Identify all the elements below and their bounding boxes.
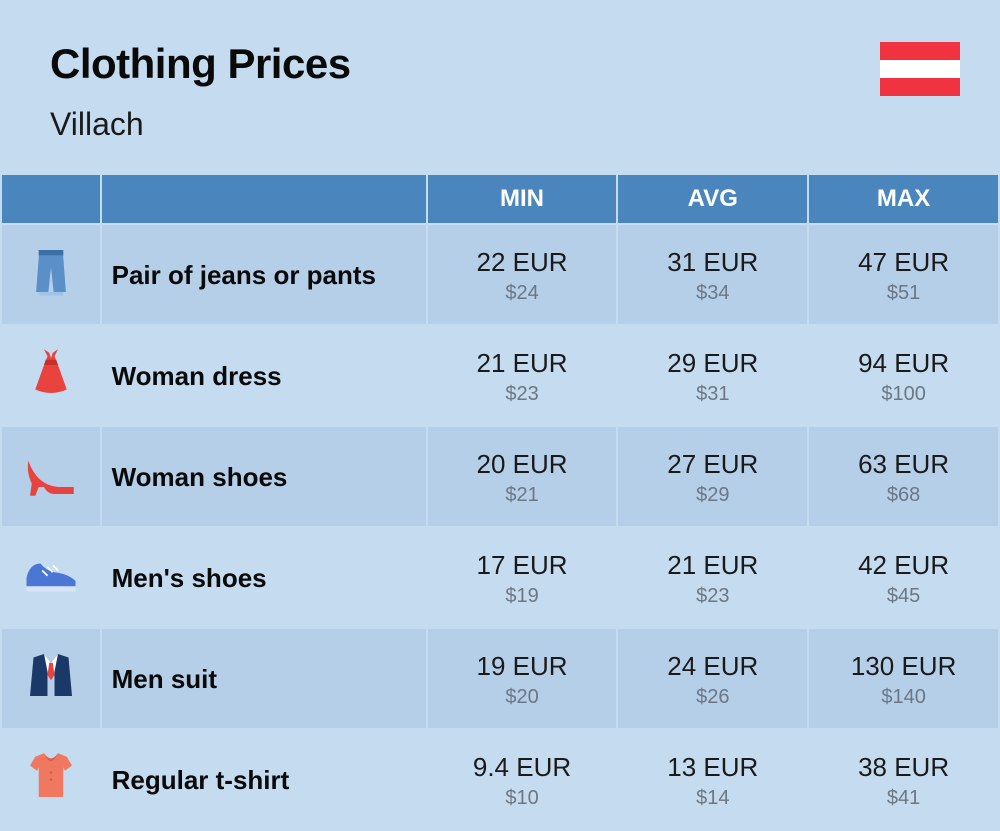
tshirt-icon <box>2 730 100 829</box>
min-cell: 20 EUR $21 <box>428 427 617 526</box>
min-cell: 21 EUR $23 <box>428 326 617 425</box>
min-eur: 22 EUR <box>428 247 617 278</box>
max-usd: $45 <box>809 585 998 608</box>
min-eur: 21 EUR <box>428 348 617 379</box>
max-eur: 63 EUR <box>809 449 998 480</box>
max-usd: $100 <box>809 383 998 406</box>
max-cell: 47 EUR $51 <box>809 225 998 324</box>
table-row: Regular t-shirt9.4 EUR $1013 EUR $1438 EUR… <box>2 730 998 829</box>
avg-cell: 29 EUR $31 <box>618 326 807 425</box>
max-eur: 130 EUR <box>809 651 998 682</box>
max-eur: 94 EUR <box>809 348 998 379</box>
avg-eur: 27 EUR <box>618 449 807 480</box>
table-header-row: MIN AVG MAX <box>2 175 998 223</box>
max-eur: 38 EUR <box>809 752 998 783</box>
avg-usd: $29 <box>618 484 807 507</box>
col-label <box>102 175 426 223</box>
max-usd: $51 <box>809 282 998 305</box>
table-row: Men suit19 EUR $2024 EUR $26130 EUR $140 <box>2 629 998 728</box>
avg-usd: $23 <box>618 585 807 608</box>
table-row: Woman dress21 EUR $2329 EUR $3194 EUR $100 <box>2 326 998 425</box>
avg-usd: $26 <box>618 686 807 709</box>
avg-cell: 24 EUR $26 <box>618 629 807 728</box>
item-label: Pair of jeans or pants <box>102 225 426 324</box>
prices-table: MIN AVG MAX Pair of jeans or pants22 EUR… <box>0 173 1000 831</box>
col-avg: AVG <box>618 175 807 223</box>
col-min: MIN <box>428 175 617 223</box>
col-icon <box>2 175 100 223</box>
avg-eur: 24 EUR <box>618 651 807 682</box>
max-cell: 63 EUR $68 <box>809 427 998 526</box>
avg-eur: 31 EUR <box>618 247 807 278</box>
avg-eur: 13 EUR <box>618 752 807 783</box>
item-label: Woman dress <box>102 326 426 425</box>
min-cell: 19 EUR $20 <box>428 629 617 728</box>
min-usd: $10 <box>428 787 617 810</box>
min-cell: 22 EUR $24 <box>428 225 617 324</box>
col-max: MAX <box>809 175 998 223</box>
avg-eur: 29 EUR <box>618 348 807 379</box>
max-cell: 94 EUR $100 <box>809 326 998 425</box>
min-usd: $23 <box>428 383 617 406</box>
austria-flag-icon <box>880 42 960 96</box>
item-label: Men suit <box>102 629 426 728</box>
min-cell: 17 EUR $19 <box>428 528 617 627</box>
min-eur: 17 EUR <box>428 550 617 581</box>
avg-cell: 21 EUR $23 <box>618 528 807 627</box>
table-row: Pair of jeans or pants22 EUR $2431 EUR $34… <box>2 225 998 324</box>
min-usd: $20 <box>428 686 617 709</box>
page-subtitle: Villach <box>50 106 950 143</box>
max-eur: 47 EUR <box>809 247 998 278</box>
avg-eur: 21 EUR <box>618 550 807 581</box>
sneaker-icon <box>2 528 100 627</box>
max-cell: 130 EUR $140 <box>809 629 998 728</box>
header: Clothing Prices Villach <box>0 0 1000 173</box>
avg-cell: 27 EUR $29 <box>618 427 807 526</box>
avg-usd: $14 <box>618 787 807 810</box>
min-usd: $21 <box>428 484 617 507</box>
max-eur: 42 EUR <box>809 550 998 581</box>
min-usd: $24 <box>428 282 617 305</box>
avg-usd: $34 <box>618 282 807 305</box>
avg-cell: 31 EUR $34 <box>618 225 807 324</box>
min-cell: 9.4 EUR $10 <box>428 730 617 829</box>
avg-usd: $31 <box>618 383 807 406</box>
max-usd: $140 <box>809 686 998 709</box>
max-cell: 38 EUR $41 <box>809 730 998 829</box>
max-cell: 42 EUR $45 <box>809 528 998 627</box>
table-row: Men's shoes17 EUR $1921 EUR $2342 EUR $45 <box>2 528 998 627</box>
table-row: Woman shoes20 EUR $2127 EUR $2963 EUR $68 <box>2 427 998 526</box>
jeans-icon <box>2 225 100 324</box>
page-title: Clothing Prices <box>50 40 950 88</box>
min-usd: $19 <box>428 585 617 608</box>
suit-icon <box>2 629 100 728</box>
min-eur: 19 EUR <box>428 651 617 682</box>
dress-icon <box>2 326 100 425</box>
max-usd: $68 <box>809 484 998 507</box>
item-label: Woman shoes <box>102 427 426 526</box>
min-eur: 9.4 EUR <box>428 752 617 783</box>
max-usd: $41 <box>809 787 998 810</box>
min-eur: 20 EUR <box>428 449 617 480</box>
item-label: Regular t-shirt <box>102 730 426 829</box>
avg-cell: 13 EUR $14 <box>618 730 807 829</box>
item-label: Men's shoes <box>102 528 426 627</box>
heel-icon <box>2 427 100 526</box>
